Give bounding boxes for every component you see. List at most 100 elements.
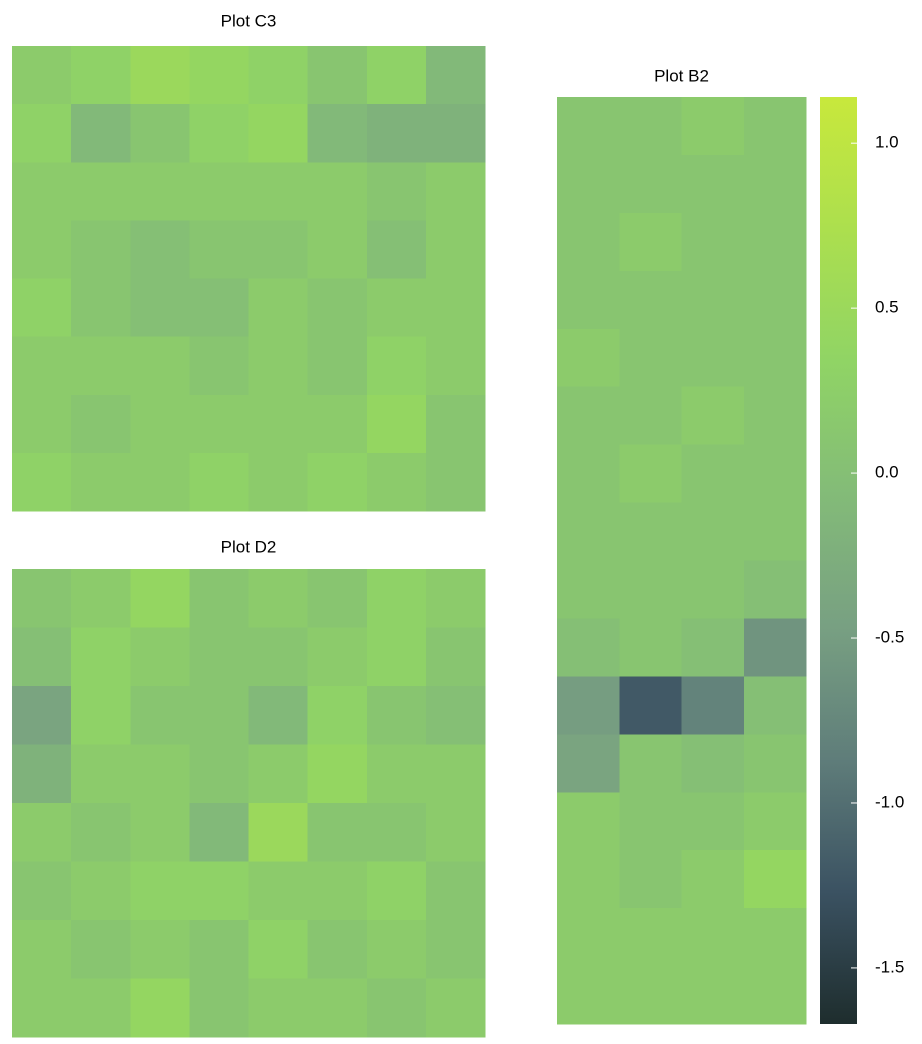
- heat-cell: [744, 561, 807, 619]
- heat-cell: [308, 803, 368, 862]
- heat-cell: [308, 920, 368, 979]
- heat-cell: [12, 104, 72, 163]
- heat-cell: [557, 618, 620, 676]
- heat-cell: [426, 979, 486, 1038]
- heat-cell: [12, 162, 72, 221]
- heat-cell: [189, 628, 249, 687]
- heat-cell: [682, 213, 745, 271]
- heat-cell: [189, 862, 249, 921]
- heat-cell: [682, 97, 745, 155]
- heat-cell: [744, 387, 807, 445]
- heat-cell: [744, 966, 807, 1024]
- heat-cell: [367, 803, 427, 862]
- heat-cell: [619, 561, 682, 619]
- heat-cell: [744, 618, 807, 676]
- heat-cell: [744, 271, 807, 329]
- heat-cell: [189, 745, 249, 804]
- heat-cell: [12, 395, 72, 454]
- heat-cell: [426, 745, 486, 804]
- heat-cell: [249, 745, 309, 804]
- heat-cell: [12, 279, 72, 338]
- heat-cell: [189, 569, 249, 628]
- heat-cell: [682, 792, 745, 850]
- heat-cell: [367, 279, 427, 338]
- heat-cell: [426, 453, 486, 512]
- heat-cell: [130, 279, 190, 338]
- colorbar-tick-label: -1.5: [875, 957, 904, 976]
- heat-cell: [557, 792, 620, 850]
- heat-cell: [308, 279, 368, 338]
- heat-cell: [130, 395, 190, 454]
- heat-cell: [682, 503, 745, 561]
- heat-cell: [682, 271, 745, 329]
- heat-cell: [249, 920, 309, 979]
- heat-cell: [71, 453, 131, 512]
- heat-cell: [189, 104, 249, 163]
- heat-cell: [557, 387, 620, 445]
- heat-cell: [130, 920, 190, 979]
- figure: Plot C3Plot D2Plot B21.00.50.0-0.5-1.0-1…: [0, 0, 922, 1039]
- heat-cell: [367, 920, 427, 979]
- heat-cell: [130, 569, 190, 628]
- heat-cell: [308, 745, 368, 804]
- heat-cell: [12, 803, 72, 862]
- heat-cell: [557, 850, 620, 908]
- panel-title: Plot B2: [654, 66, 709, 85]
- heat-cell: [71, 745, 131, 804]
- heat-cell: [619, 966, 682, 1024]
- panel-title: Plot C3: [221, 11, 277, 30]
- heat-cell: [249, 46, 309, 105]
- heat-cell: [130, 803, 190, 862]
- heat-cell: [71, 162, 131, 221]
- heat-cell: [308, 979, 368, 1038]
- heat-cell: [682, 908, 745, 966]
- heat-cell: [367, 745, 427, 804]
- heat-cell: [130, 745, 190, 804]
- heat-cell: [249, 337, 309, 396]
- heat-cell: [744, 329, 807, 387]
- heat-cell: [557, 271, 620, 329]
- heat-cell: [619, 271, 682, 329]
- heat-cell: [426, 686, 486, 745]
- heat-cell: [426, 104, 486, 163]
- heat-cell: [12, 220, 72, 279]
- heat-cell: [12, 46, 72, 105]
- heat-cell: [557, 97, 620, 155]
- heat-cell: [426, 337, 486, 396]
- heat-cell: [367, 337, 427, 396]
- heat-cell: [12, 569, 72, 628]
- heat-cell: [367, 453, 427, 512]
- heat-cell: [367, 104, 427, 163]
- heat-cell: [619, 676, 682, 734]
- heat-cell: [308, 220, 368, 279]
- heat-cell: [426, 395, 486, 454]
- heat-cell: [682, 966, 745, 1024]
- heat-cell: [744, 155, 807, 213]
- heat-cell: [744, 213, 807, 271]
- heat-cell: [619, 445, 682, 503]
- heat-cell: [189, 920, 249, 979]
- heat-cell: [682, 155, 745, 213]
- heat-cell: [367, 979, 427, 1038]
- heat-cell: [12, 862, 72, 921]
- heat-cell: [557, 155, 620, 213]
- heat-cell: [367, 628, 427, 687]
- heat-cell: [249, 569, 309, 628]
- heat-cell: [189, 279, 249, 338]
- heat-cell: [12, 745, 72, 804]
- colorbar-tick-label: 0.0: [875, 463, 899, 482]
- heat-cell: [744, 503, 807, 561]
- heat-cell: [189, 979, 249, 1038]
- heat-cell: [619, 850, 682, 908]
- heat-cell: [249, 803, 309, 862]
- colorbar-tick-label: -0.5: [875, 628, 904, 647]
- heat-cell: [130, 162, 190, 221]
- heat-cell: [426, 46, 486, 105]
- heat-cell: [249, 220, 309, 279]
- heat-cell: [367, 569, 427, 628]
- heat-cell: [682, 445, 745, 503]
- heat-cell: [426, 569, 486, 628]
- heat-cell: [71, 220, 131, 279]
- heat-cell: [308, 162, 368, 221]
- heat-cell: [71, 920, 131, 979]
